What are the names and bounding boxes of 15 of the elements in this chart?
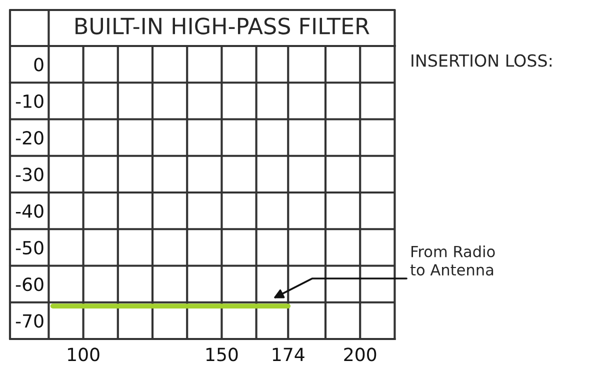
y-tick-label: -50: [16, 240, 44, 255]
y-tick-label: -10: [16, 94, 44, 108]
x-tick-label: 100: [68, 348, 100, 362]
y-tick-label: 0: [34, 58, 44, 72]
text: INSERTION LOSS:: [412, 54, 552, 67]
x-tick-label: 200: [344, 348, 376, 362]
x-tick-label: 150: [206, 348, 238, 362]
y-tick-label: -40: [16, 204, 44, 218]
text: From Radio to Antenna: [410, 245, 495, 276]
chart-title: BUILT-IN HIGH-PASS FILTER: [76, 18, 370, 34]
x-tick-label: 174: [272, 348, 304, 362]
y-tick-label: -30: [16, 168, 44, 182]
y-tick-label: -20: [16, 131, 44, 145]
y-tick-label: -60: [16, 278, 44, 292]
y-tick-label: -70: [16, 314, 44, 328]
